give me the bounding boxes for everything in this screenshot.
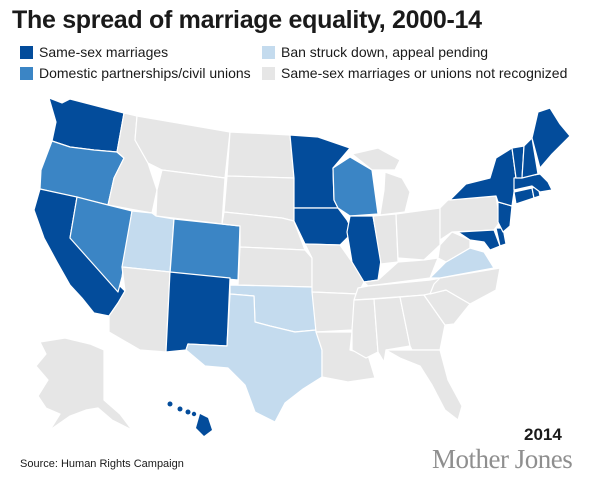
state-wisconsin <box>332 156 379 217</box>
state-new-hampshire <box>521 137 539 179</box>
state-wyoming <box>155 169 226 225</box>
legend-item-same-sex-marriages: Same-sex marriages <box>20 44 168 60</box>
state-maine <box>531 107 571 169</box>
source-credit: Source: Human Rights Campaign <box>20 458 184 470</box>
brand-logo: Mother Jones <box>432 444 573 474</box>
legend-swatch <box>20 66 33 80</box>
state-maryland <box>457 229 501 251</box>
legend-item-domestic-partnerships: Domestic partnerships/civil unions <box>20 65 251 81</box>
state-new-jersey <box>497 201 513 233</box>
state-connecticut <box>513 187 535 205</box>
year-label: 2014 <box>524 425 562 444</box>
legend-swatch <box>262 45 275 59</box>
state-kansas <box>237 246 313 288</box>
state-new-mexico <box>165 271 231 353</box>
legend-label: Domestic partnerships/civil unions <box>39 65 251 81</box>
state-florida <box>385 349 463 421</box>
state-new-york <box>449 147 517 207</box>
map-title: The spread of marriage equality, 2000-14 <box>12 6 482 34</box>
state-arkansas <box>311 291 359 333</box>
legend-swatch <box>262 66 275 80</box>
state-hawaii <box>167 401 212 436</box>
state-louisiana <box>315 331 376 383</box>
legend-label: Same-sex marriages or unions not recogni… <box>281 65 568 81</box>
legend-swatch <box>20 45 33 59</box>
state-massachusetts <box>513 173 553 193</box>
state-nevada <box>69 196 133 293</box>
legend-item-ban-struck-down: Ban struck down, appeal pending <box>262 44 488 60</box>
legend-label: Same-sex marriages <box>39 44 169 60</box>
legend-label: Ban struck down, appeal pending <box>281 44 489 60</box>
legend-item-not-recognized: Same-sex marriages or unions not recogni… <box>262 65 567 81</box>
state-iowa <box>293 207 354 246</box>
state-ohio <box>395 207 441 261</box>
state-texas <box>185 293 323 423</box>
state-north-dakota <box>226 131 295 179</box>
state-alaska <box>35 337 133 431</box>
state-michigan <box>351 147 411 216</box>
state-utah <box>121 210 175 273</box>
state-colorado <box>169 218 241 281</box>
